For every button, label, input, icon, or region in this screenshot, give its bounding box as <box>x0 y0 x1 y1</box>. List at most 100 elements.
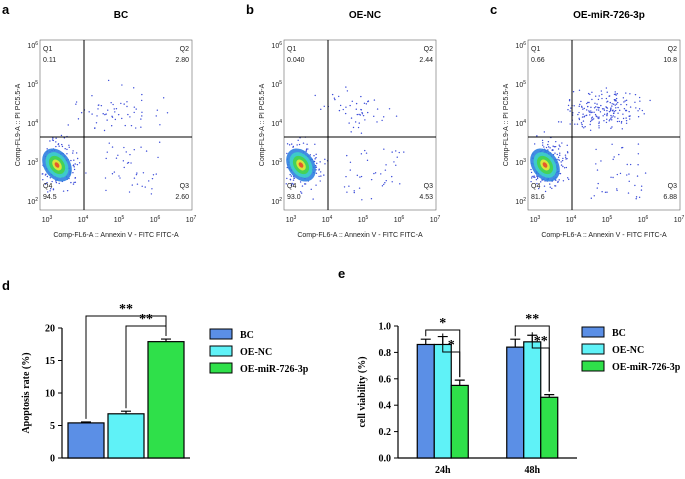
tick-exponent: 6 <box>523 41 526 47</box>
event-dot <box>587 101 589 104</box>
event-dot <box>123 103 125 105</box>
event-dot <box>596 115 598 118</box>
bar <box>433 343 452 459</box>
event-dot <box>617 112 619 114</box>
event-dot <box>596 103 598 105</box>
tick-base: 10 <box>271 160 279 167</box>
bar <box>450 384 469 459</box>
event-dot <box>348 122 350 124</box>
event-dot <box>110 125 113 127</box>
event-dot <box>530 180 532 183</box>
event-dot <box>52 188 55 190</box>
tick-label: 106 <box>638 215 649 224</box>
event-dot <box>124 124 126 127</box>
event-dot <box>156 109 159 111</box>
event-dot <box>540 181 542 183</box>
event-dot <box>553 146 556 148</box>
event-dot <box>561 159 564 162</box>
event-dot <box>108 142 110 144</box>
event-dot <box>566 157 568 160</box>
event-dot <box>610 114 612 117</box>
event-dot <box>547 149 549 151</box>
event-dot <box>316 162 318 165</box>
event-dot <box>605 87 608 89</box>
quadrant-value: 10.8 <box>663 57 677 64</box>
event-dot <box>637 153 640 155</box>
event-dot <box>598 117 600 120</box>
event-dot <box>628 173 630 175</box>
event-dot <box>615 103 618 105</box>
event-dot <box>91 113 93 115</box>
event-dot <box>72 164 75 167</box>
tick-base: 10 <box>42 217 50 224</box>
event-dot <box>587 105 589 108</box>
event-dot <box>319 180 321 182</box>
event-dot <box>345 86 347 88</box>
event-dot <box>315 166 318 168</box>
event-dot <box>393 161 395 163</box>
event-dot <box>534 176 536 179</box>
event-dot <box>590 106 592 109</box>
quadrant-value: 93.0 <box>287 194 301 201</box>
event-dot <box>609 110 612 112</box>
tick-exponent: 6 <box>646 215 649 221</box>
quadrant-name: Q4 <box>43 183 52 190</box>
event-dot <box>547 146 550 148</box>
event-dot <box>637 143 640 145</box>
event-dot <box>314 94 316 97</box>
event-dot <box>606 113 608 116</box>
quadrant-value: 0.040 <box>287 57 305 64</box>
y-axis-label: cell viability (%) <box>357 356 368 427</box>
event-dot <box>605 97 608 100</box>
event-dot <box>594 95 597 97</box>
event-dot <box>73 168 76 171</box>
event-dot <box>541 179 543 181</box>
tick-label: 102 <box>27 197 38 206</box>
event-dot <box>634 93 637 96</box>
tick-label: 104 <box>27 119 38 128</box>
density-core <box>298 162 304 168</box>
event-dot <box>44 174 47 176</box>
event-dot <box>606 118 608 120</box>
event-dot <box>588 101 590 104</box>
tick-exponent: 2 <box>523 197 526 203</box>
event-dot <box>291 182 293 185</box>
event-dot <box>126 101 128 103</box>
event-dot <box>536 135 538 137</box>
tick-base: 10 <box>530 217 538 224</box>
event-dot <box>586 102 588 105</box>
event-dot <box>396 156 398 158</box>
event-dot <box>367 111 369 114</box>
event-dot <box>611 103 613 105</box>
x-axis-label: Comp-FL6-A :: Annexin V - FITC FITC-A <box>53 232 179 239</box>
event-dot <box>58 182 60 185</box>
event-dot <box>593 107 596 109</box>
y-axis-label: Apoptosis rate (%) <box>21 352 32 433</box>
y-axis-label: Comp-FL9-A :: PI PC5.5-A <box>15 83 22 166</box>
event-dot <box>365 103 368 105</box>
event-dot <box>543 131 546 133</box>
event-dot <box>617 117 619 120</box>
event-dot <box>74 177 77 179</box>
event-dot <box>324 158 326 161</box>
tick-exponent: 4 <box>574 215 577 221</box>
event-dot <box>583 127 585 129</box>
event-dot <box>536 177 539 180</box>
event-dot <box>578 89 581 92</box>
event-dot <box>567 178 570 181</box>
panel-letter: d <box>2 278 10 293</box>
event-dot <box>303 183 306 185</box>
event-dot <box>569 110 571 112</box>
event-dot <box>382 116 385 118</box>
event-dot <box>374 172 377 174</box>
event-dot <box>536 182 538 185</box>
tick-label: 102 <box>271 197 282 206</box>
event-dot <box>42 179 44 181</box>
event-dot <box>610 107 612 109</box>
event-dot <box>61 143 63 146</box>
event-dot <box>290 143 293 145</box>
significance-bracket <box>442 333 461 378</box>
event-dot <box>346 90 349 92</box>
significance-bracket <box>531 332 550 392</box>
event-dot <box>376 121 378 123</box>
